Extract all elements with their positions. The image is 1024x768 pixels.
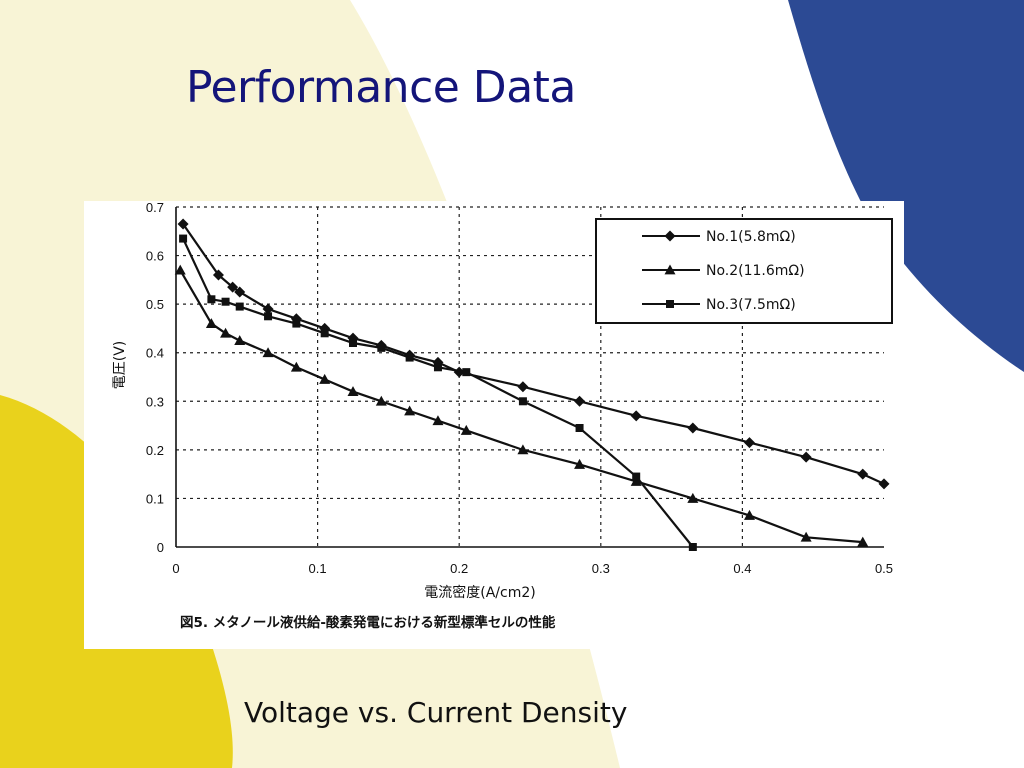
data-point bbox=[630, 410, 642, 422]
data-point bbox=[857, 536, 869, 547]
series-2 bbox=[174, 264, 869, 547]
y-tick-label: 0.7 bbox=[146, 201, 164, 215]
y-tick-label: 0.1 bbox=[146, 491, 164, 506]
y-tick-label: 0.4 bbox=[146, 346, 164, 361]
data-point bbox=[349, 339, 357, 347]
data-point bbox=[262, 303, 274, 315]
slide-caption: Voltage vs. Current Density bbox=[244, 696, 628, 729]
data-point bbox=[220, 327, 232, 338]
data-point bbox=[405, 353, 414, 362]
data-point bbox=[227, 281, 239, 293]
x-tick-label: 0.4 bbox=[733, 561, 751, 576]
legend-entry: No.3(7.5mΩ) bbox=[642, 297, 796, 313]
data-point bbox=[460, 424, 472, 435]
x-tick-label: 0.3 bbox=[592, 561, 610, 576]
y-tick-label: 0.5 bbox=[146, 297, 164, 312]
data-point bbox=[262, 347, 274, 358]
chart-panel: 0 0.1 0.2 0.3 0.4 0.5 0 0.1 0.2 0.3 0.4 0.5 0.6 0.7 N… bbox=[84, 201, 904, 649]
data-point bbox=[377, 343, 386, 352]
y-tick-label: 0 bbox=[157, 540, 164, 555]
data-point bbox=[174, 264, 186, 275]
data-point bbox=[404, 405, 416, 416]
data-point bbox=[688, 543, 697, 551]
data-point bbox=[347, 386, 359, 396]
data-point bbox=[857, 468, 869, 480]
data-point bbox=[574, 458, 586, 469]
legend-label: No.2(11.6mΩ) bbox=[706, 263, 805, 279]
data-point bbox=[433, 363, 442, 372]
series-3 bbox=[179, 234, 697, 551]
data-point bbox=[212, 269, 224, 281]
data-point bbox=[290, 361, 302, 372]
x-tick-label: 0.1 bbox=[309, 561, 327, 576]
chart-series bbox=[174, 218, 890, 551]
data-point bbox=[320, 329, 329, 338]
chart-ticks: 0 0.1 0.2 0.3 0.4 0.5 0 0.1 0.2 0.3 0.4 0.5 0.6 0.7 bbox=[146, 201, 893, 576]
data-point bbox=[518, 397, 527, 406]
data-point bbox=[632, 472, 641, 481]
legend-marker bbox=[664, 264, 676, 275]
data-point bbox=[800, 451, 812, 463]
data-point bbox=[205, 318, 217, 328]
data-point bbox=[574, 395, 586, 407]
data-point bbox=[234, 286, 246, 298]
data-point bbox=[432, 356, 444, 368]
data-point bbox=[517, 444, 529, 455]
data-point bbox=[264, 312, 273, 321]
data-point bbox=[743, 437, 755, 449]
data-point bbox=[743, 509, 755, 520]
page-title: Performance Data bbox=[186, 62, 576, 113]
legend-marker bbox=[664, 230, 676, 242]
chart-axes bbox=[175, 207, 884, 548]
y-tick-label: 0.3 bbox=[146, 394, 164, 409]
x-tick-label: 0.2 bbox=[450, 561, 468, 576]
data-point bbox=[292, 319, 301, 328]
x-axis-label: 電流密度(A/cm2) bbox=[424, 584, 535, 601]
data-point bbox=[375, 395, 387, 406]
data-point bbox=[630, 475, 642, 486]
data-point bbox=[432, 415, 444, 426]
data-point bbox=[687, 422, 699, 434]
series-line bbox=[182, 238, 694, 548]
data-point bbox=[177, 218, 189, 230]
data-point bbox=[517, 381, 529, 393]
data-point bbox=[319, 373, 331, 384]
performance-chart: 0 0.1 0.2 0.3 0.4 0.5 0 0.1 0.2 0.3 0.4 0.5 0.6 0.7 N… bbox=[112, 201, 893, 631]
data-point bbox=[878, 478, 890, 490]
x-tick-label: 0.5 bbox=[875, 561, 893, 576]
series-line bbox=[182, 223, 885, 485]
data-point bbox=[207, 295, 216, 304]
legend-label: No.3(7.5mΩ) bbox=[706, 297, 796, 313]
data-point bbox=[462, 368, 471, 377]
legend-label: No.1(5.8mΩ) bbox=[706, 229, 796, 245]
data-point bbox=[234, 335, 246, 345]
figure-caption: 図5. メタノール液供給-酸素発電における新型標準セルの性能 bbox=[180, 614, 556, 631]
data-point bbox=[221, 297, 230, 306]
data-point bbox=[800, 531, 812, 542]
legend-entry: No.2(11.6mΩ) bbox=[642, 263, 805, 279]
y-tick-label: 0.6 bbox=[146, 249, 164, 264]
data-point bbox=[235, 302, 244, 311]
data-point bbox=[687, 492, 699, 503]
chart-legend: No.1(5.8mΩ) No.2(11.6mΩ) No.3(7.5mΩ) bbox=[595, 218, 893, 324]
legend-marker bbox=[666, 300, 674, 308]
y-axis-label: 電圧(V) bbox=[112, 341, 128, 390]
x-tick-label: 0 bbox=[172, 561, 179, 576]
y-tick-label: 0.2 bbox=[146, 443, 164, 458]
legend-entry: No.1(5.8mΩ) bbox=[642, 229, 796, 245]
data-point bbox=[575, 424, 584, 432]
data-point bbox=[319, 322, 331, 334]
data-point bbox=[179, 234, 188, 243]
